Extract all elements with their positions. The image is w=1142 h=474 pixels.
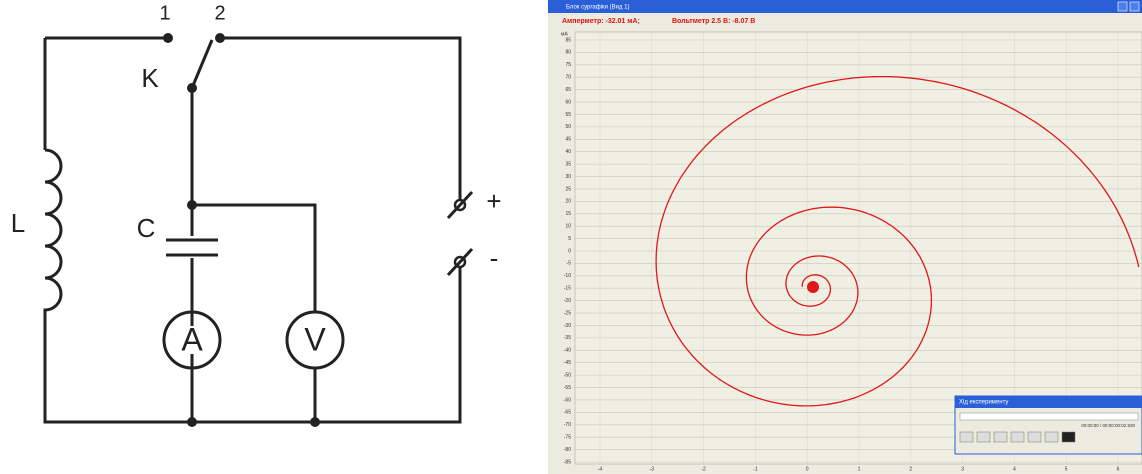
y-tick-label: 15 bbox=[565, 211, 571, 217]
status: Амперметр: -32.01 мА; bbox=[562, 18, 640, 25]
x-tick-label: 0 bbox=[806, 466, 809, 472]
window-button[interactable] bbox=[1129, 1, 1140, 12]
y-tick-label: 35 bbox=[565, 161, 571, 167]
terminal-slash bbox=[446, 190, 474, 220]
y-tick-label: 5 bbox=[568, 236, 571, 242]
trajectory-center bbox=[807, 281, 819, 293]
y-tick-label: 45 bbox=[565, 137, 571, 143]
dialog-time: 00:00:00 / 00:00:00:02.930 bbox=[1081, 423, 1135, 428]
y-tick-label: -55 bbox=[564, 385, 571, 391]
y-axis-label: мА bbox=[561, 31, 568, 37]
label: 1 bbox=[159, 2, 170, 24]
y-tick-label: -40 bbox=[564, 348, 571, 354]
y-tick-label: -80 bbox=[564, 447, 571, 453]
dialog-buttons bbox=[959, 431, 1076, 443]
y-tick-label: -70 bbox=[564, 422, 571, 428]
window-title: Блок сургафіки (Вид 1) bbox=[566, 5, 630, 11]
status: Вольтметр 2.5 В: -8.07 В bbox=[672, 18, 755, 25]
y-tick-label: 10 bbox=[565, 224, 571, 230]
y-tick-label: -35 bbox=[564, 335, 571, 341]
x-tick-label: -1 bbox=[753, 466, 758, 472]
label: V bbox=[304, 321, 326, 357]
y-tick-label: -25 bbox=[564, 310, 571, 316]
y-tick-label: -30 bbox=[564, 323, 571, 329]
dialog-button[interactable] bbox=[1044, 431, 1059, 443]
y-tick-label: -45 bbox=[564, 360, 571, 366]
screenshot: Блок сургафіки (Вид 1) Амперметр: -32.01… bbox=[548, 0, 1142, 474]
plot-area bbox=[574, 31, 1142, 465]
dialog-button[interactable] bbox=[1010, 431, 1025, 443]
y-tick-label: 75 bbox=[565, 62, 571, 68]
dialog-button[interactable] bbox=[959, 431, 974, 443]
y-tick-label: -50 bbox=[564, 372, 571, 378]
y-tick-label: 20 bbox=[565, 199, 571, 205]
x-tick-label: 6 bbox=[1117, 466, 1120, 472]
y-tick-label: 85 bbox=[565, 37, 571, 43]
y-tick-label: 60 bbox=[565, 99, 571, 105]
ammeter bbox=[162, 310, 222, 370]
y-tick-label: -60 bbox=[564, 397, 571, 403]
y-tick-label: 80 bbox=[565, 50, 571, 56]
label: A bbox=[181, 321, 203, 357]
dialog-title: Хід експерименту bbox=[959, 400, 1008, 406]
progress bbox=[959, 412, 1139, 421]
y-tick-label: -20 bbox=[564, 298, 571, 304]
label: L bbox=[11, 208, 25, 238]
y-tick-label: 25 bbox=[565, 186, 571, 192]
y-tick-label: -85 bbox=[564, 459, 571, 465]
trajectory bbox=[655, 75, 1140, 407]
x-tick-label: -2 bbox=[701, 466, 706, 472]
x-tick-label: 2 bbox=[909, 466, 912, 472]
dialog-title-bar bbox=[955, 396, 1142, 408]
y-tick-label: -15 bbox=[564, 286, 571, 292]
x-tick-label: 4 bbox=[1013, 466, 1016, 472]
dialog-button[interactable] bbox=[993, 431, 1008, 443]
x-tick-label: 5 bbox=[1065, 466, 1068, 472]
y-tick-label: 65 bbox=[565, 87, 571, 93]
circuit: 1 2 K L C A V + - bbox=[11, 2, 502, 427]
title-bar bbox=[548, 0, 1142, 13]
y-tick-label: -10 bbox=[564, 273, 571, 279]
y-tick-label: 50 bbox=[565, 124, 571, 130]
y-tick-label: 0 bbox=[568, 248, 571, 254]
y-tick-label: 55 bbox=[565, 112, 571, 118]
x-tick-label: 3 bbox=[961, 466, 964, 472]
label: + bbox=[486, 186, 501, 216]
dialog-button[interactable] bbox=[1027, 431, 1042, 443]
dialog-button[interactable] bbox=[976, 431, 991, 443]
label: - bbox=[490, 243, 499, 273]
y-tick-label: -5 bbox=[567, 261, 572, 267]
window-button[interactable] bbox=[1117, 1, 1128, 12]
label: K bbox=[141, 63, 159, 93]
x-tick-label: -4 bbox=[598, 466, 603, 472]
y-tick-label: 70 bbox=[565, 75, 571, 81]
y-tick-label: -65 bbox=[564, 410, 571, 416]
wires bbox=[43, 36, 462, 424]
grid: 8580757065605550454035302520151050-5-10-… bbox=[564, 32, 1142, 472]
y-tick-label: 40 bbox=[565, 149, 571, 155]
label: 2 bbox=[214, 2, 225, 24]
y-tick-label: 30 bbox=[565, 174, 571, 180]
inductor bbox=[43, 148, 63, 318]
y-tick-label: -75 bbox=[564, 435, 571, 441]
nodes bbox=[163, 33, 320, 427]
dialog-button[interactable] bbox=[1061, 431, 1076, 443]
inductor-gap bbox=[30, 150, 60, 315]
label: C bbox=[137, 213, 156, 243]
x-tick-label: -3 bbox=[650, 466, 655, 472]
x-tick-label: 1 bbox=[858, 466, 861, 472]
terminal-slash bbox=[446, 247, 474, 277]
voltmeter bbox=[285, 310, 345, 370]
switch-blade bbox=[190, 39, 214, 89]
